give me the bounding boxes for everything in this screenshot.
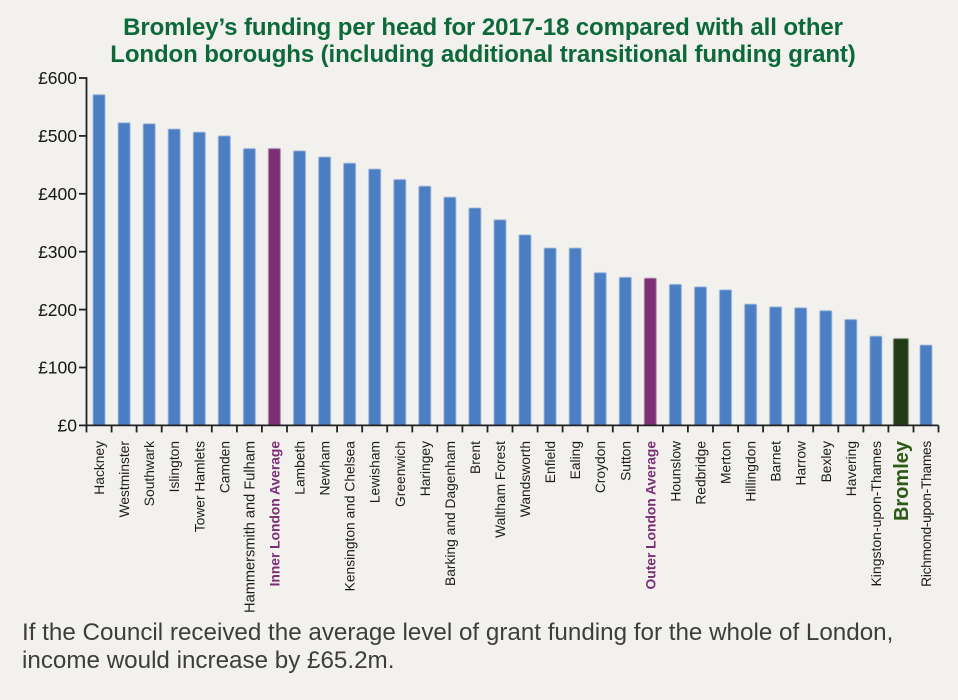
svg-text:Hounslow: Hounslow (668, 441, 683, 502)
svg-text:Bromley: Bromley (891, 440, 913, 521)
svg-text:Newham: Newham (318, 441, 333, 495)
svg-text:£0: £0 (58, 416, 78, 436)
svg-text:£200: £200 (38, 300, 77, 320)
svg-text:Westminster: Westminster (117, 441, 132, 518)
svg-text:Ealing: Ealing (568, 441, 583, 479)
svg-text:£500: £500 (38, 126, 77, 146)
svg-text:Southwark: Southwark (142, 441, 157, 506)
svg-text:Islington: Islington (167, 441, 182, 492)
svg-text:Harrow: Harrow (794, 441, 809, 485)
svg-text:Outer London Average: Outer London Average (643, 441, 658, 590)
svg-text:Brent: Brent (468, 441, 483, 474)
svg-text:Kingston-upon-Thames: Kingston-upon-Thames (868, 441, 884, 587)
svg-text:Richmond-upon-Thames: Richmond-upon-Thames (919, 441, 934, 587)
svg-text:Greenwich: Greenwich (393, 441, 408, 507)
svg-text:Hackney: Hackney (92, 441, 107, 495)
svg-text:Enfield: Enfield (543, 441, 558, 483)
svg-text:Havering: Havering (844, 441, 859, 496)
svg-text:Kensington and Chelsea: Kensington and Chelsea (343, 441, 358, 592)
svg-text:Waltham Forest: Waltham Forest (493, 441, 508, 538)
svg-text:Croydon: Croydon (593, 441, 608, 493)
svg-text:Hammersmith and Fulham: Hammersmith and Fulham (242, 441, 258, 613)
svg-text:£600: £600 (38, 68, 77, 88)
svg-text:Barnet: Barnet (769, 441, 784, 482)
svg-text:Barking and Dagenham: Barking and Dagenham (443, 441, 458, 586)
svg-text:Tower Hamlets: Tower Hamlets (192, 441, 207, 532)
svg-text:£100: £100 (38, 358, 77, 378)
svg-text:Hillingdon: Hillingdon (744, 441, 759, 502)
svg-text:Sutton: Sutton (618, 441, 633, 481)
svg-text:Lewisham: Lewisham (368, 441, 383, 503)
svg-text:Haringey: Haringey (418, 441, 433, 496)
svg-text:£400: £400 (38, 184, 77, 204)
svg-text:Camden: Camden (217, 441, 232, 493)
svg-text:Redbridge: Redbridge (694, 441, 709, 505)
svg-text:Inner London Average: Inner London Average (267, 441, 282, 587)
svg-text:Bexley: Bexley (819, 441, 834, 483)
svg-text:£300: £300 (38, 242, 77, 262)
svg-text:Merton: Merton (719, 441, 734, 484)
svg-text:Lambeth: Lambeth (293, 441, 308, 495)
svg-text:Wandsworth: Wandsworth (518, 441, 533, 517)
